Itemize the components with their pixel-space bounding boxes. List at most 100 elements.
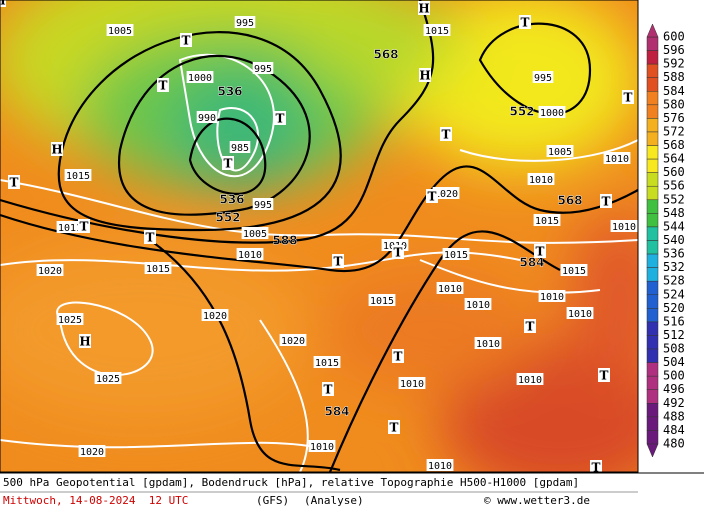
isobar-label: 1010 bbox=[605, 154, 629, 165]
colorbar-cell bbox=[646, 118, 659, 133]
pressure-center-box bbox=[600, 194, 612, 208]
field-shading bbox=[0, 0, 638, 472]
isobar-label-box bbox=[398, 377, 426, 389]
pressure-center-box bbox=[622, 90, 634, 104]
isobar-label: 1000 bbox=[188, 73, 212, 84]
pressure-center: T bbox=[324, 383, 333, 397]
isobar-label-box bbox=[106, 24, 134, 36]
colorbar-cell bbox=[646, 308, 659, 323]
geopotential-label: 552 bbox=[509, 105, 534, 119]
isobar-label-box bbox=[144, 262, 172, 274]
pressure-center: T bbox=[428, 190, 437, 204]
colorbar-cell bbox=[646, 104, 659, 119]
pressure-center-box bbox=[418, 1, 430, 15]
isobar-label-box bbox=[566, 307, 594, 319]
pressure-center: T bbox=[442, 128, 451, 142]
pressure-center-box bbox=[8, 175, 20, 189]
isobar-label: 995 bbox=[534, 73, 552, 84]
isobar-label: 995 bbox=[254, 200, 272, 211]
isobar-label: 1010 bbox=[428, 461, 452, 472]
colorbar-label: 560 bbox=[663, 165, 685, 179]
isobar-label-box bbox=[252, 198, 274, 210]
isobar-label: 1025 bbox=[96, 374, 120, 385]
geopotential-label: 568 bbox=[557, 194, 582, 208]
colorbar-label: 592 bbox=[663, 57, 685, 71]
pressure-center: T bbox=[624, 91, 633, 105]
geopotential-label: 588 bbox=[272, 234, 297, 248]
colorbar-cell bbox=[646, 77, 659, 92]
isobar-label-box bbox=[229, 141, 251, 153]
colorbar-label: 500 bbox=[663, 369, 685, 383]
isobar-label: 1010 bbox=[568, 309, 592, 320]
footer-run: (Analyse) bbox=[304, 494, 364, 507]
geopotential-label: 568 bbox=[373, 48, 398, 62]
geopotential-contours bbox=[0, 0, 638, 472]
colorbar-cell bbox=[646, 50, 659, 65]
pressure-center-box bbox=[274, 111, 286, 125]
isobar-label: 985 bbox=[231, 143, 249, 154]
colorbar-cell bbox=[646, 91, 659, 106]
colorbar-label: 508 bbox=[663, 342, 685, 356]
colorbar-label: 532 bbox=[663, 260, 685, 274]
isobar-label-box bbox=[78, 445, 106, 457]
isobar-label-box bbox=[442, 248, 470, 260]
pressure-center: T bbox=[536, 245, 545, 259]
isobar-label-box bbox=[603, 152, 631, 164]
pressure-center: T bbox=[146, 231, 155, 245]
colorbar-label: 488 bbox=[663, 409, 685, 423]
isobar-label: 1011 bbox=[58, 223, 82, 234]
isobar-label: 1015 bbox=[562, 266, 586, 277]
colorbar-label: 544 bbox=[663, 219, 685, 233]
pressure-center: H bbox=[419, 69, 430, 83]
pressure-center-box bbox=[222, 156, 234, 170]
isobar-label: 1015 bbox=[444, 250, 468, 261]
pressure-center: H bbox=[0, 0, 6, 8]
pressure-center: T bbox=[182, 34, 191, 48]
colorbar-cell bbox=[646, 335, 659, 350]
footer-date: Mittwoch, 14-08-2024 12 UTC bbox=[3, 494, 188, 507]
isobar-label-box bbox=[56, 313, 84, 325]
colorbar-cell bbox=[646, 416, 659, 431]
isobar-label-box bbox=[308, 440, 336, 452]
isobar-label-box bbox=[533, 214, 561, 226]
colorbar-cell bbox=[646, 199, 659, 214]
pressure-center: T bbox=[276, 112, 285, 126]
colorbar-label: 484 bbox=[663, 423, 685, 437]
colorbar-label: 568 bbox=[663, 138, 685, 152]
pressure-center: T bbox=[334, 255, 343, 269]
isobar-label-box bbox=[538, 290, 566, 302]
colorbar: 6005965925885845805765725685645605565525… bbox=[646, 23, 685, 458]
pressure-center-box bbox=[598, 368, 610, 382]
pressure-center-box bbox=[524, 319, 536, 333]
isobar-label: 1020 bbox=[434, 189, 458, 200]
pressure-center-box bbox=[590, 460, 602, 472]
colorbar-label: 596 bbox=[663, 43, 685, 57]
isobar-label: 1020 bbox=[281, 336, 305, 347]
isobar-label: 1005 bbox=[243, 229, 267, 240]
isobar-label: 990 bbox=[198, 113, 216, 124]
isobar-label-box bbox=[368, 294, 396, 306]
map: 536 536 552 552 568 568 584 584 588 1005 1000 995 99… bbox=[0, 0, 638, 472]
colorbar-label: 576 bbox=[663, 111, 685, 125]
pressure-center-box bbox=[322, 382, 334, 396]
pressure-center: T bbox=[394, 350, 403, 364]
isobar-label-box bbox=[234, 16, 256, 28]
isobar-label-box bbox=[279, 334, 307, 346]
pressure-center-box bbox=[519, 15, 531, 29]
isobar-label: 1025 bbox=[58, 315, 82, 326]
pressure-center-box bbox=[392, 245, 404, 259]
colorbar-label: 552 bbox=[663, 192, 685, 206]
isobar-label-box bbox=[610, 220, 638, 232]
geopotential-label: 584 bbox=[324, 405, 349, 419]
geopotential-label: 536 bbox=[217, 85, 242, 99]
isobar-label: 1015 bbox=[146, 264, 170, 275]
isobar-label-box bbox=[56, 221, 84, 233]
pressure-center: H bbox=[418, 2, 429, 16]
isobar-label-box bbox=[313, 356, 341, 368]
colorbar-label: 516 bbox=[663, 314, 685, 328]
isobar-label: 995 bbox=[254, 64, 272, 75]
isobar-label: 1015 bbox=[425, 26, 449, 37]
colorbar-arrow bbox=[646, 23, 659, 38]
isobar-label-box bbox=[516, 373, 544, 385]
